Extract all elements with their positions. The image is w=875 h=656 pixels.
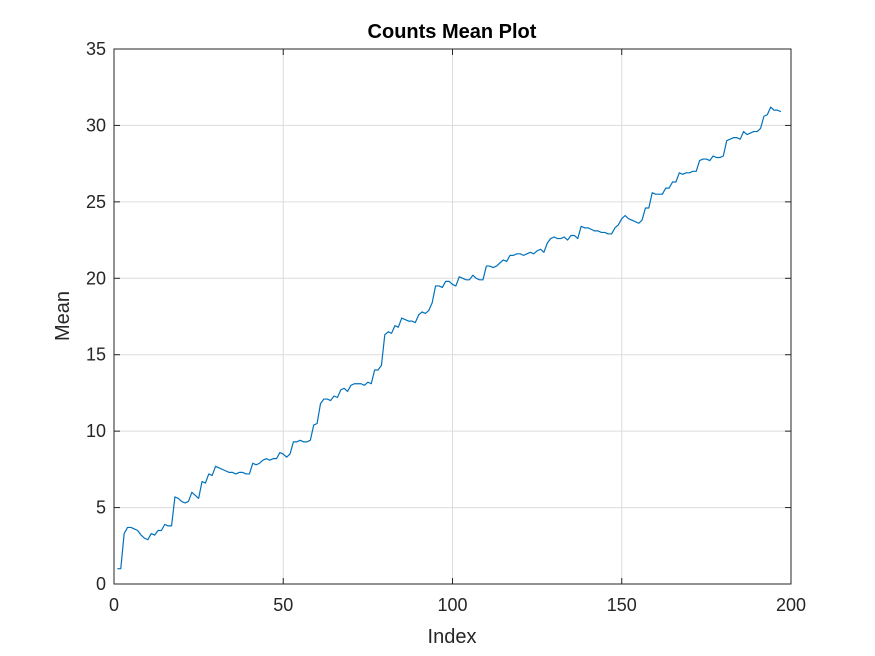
series-line [117,106,782,570]
y-axis-label: Mean [52,291,74,341]
y-tick-label: 35 [86,39,106,59]
series-group [117,106,782,570]
x-tick-label: 200 [776,595,806,615]
y-tick-label: 20 [86,268,106,288]
y-tick-label: 25 [86,192,106,212]
axis-ticks: 0 50 100 150 200 0 5 10 15 20 25 30 35 [86,39,806,615]
x-tick-label: 50 [273,595,293,615]
y-tick-label: 15 [86,345,106,365]
y-tick-label: 5 [96,498,106,518]
y-tick-label: 0 [96,574,106,594]
chart-title: Counts Mean Plot [368,21,537,43]
x-axis-label: Index [428,626,477,648]
x-tick-label: 150 [607,595,637,615]
y-tick-label: 30 [86,115,106,135]
y-tick-label: 10 [86,421,106,441]
x-tick-label: 0 [109,595,119,615]
x-tick-label: 100 [437,595,467,615]
